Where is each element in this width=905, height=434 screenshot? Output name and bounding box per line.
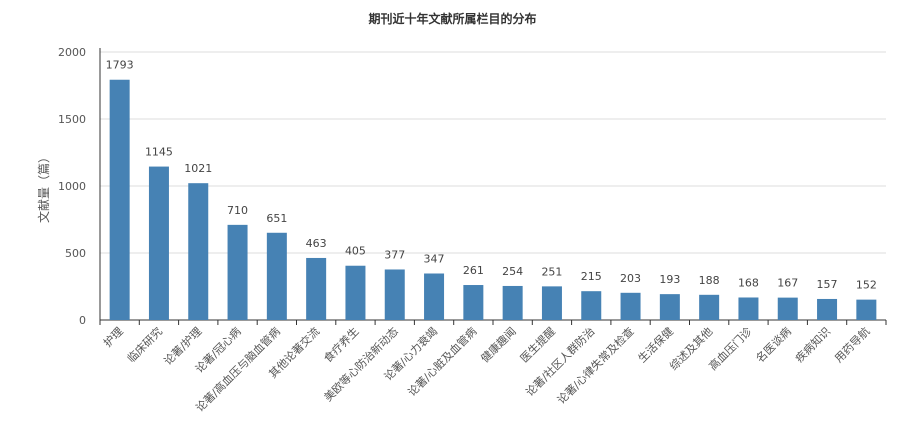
bar: [777, 297, 798, 320]
bar: [620, 292, 641, 320]
x-tick-label: 健康趣闻: [478, 324, 519, 365]
data-label: 651: [266, 212, 287, 225]
bar: [659, 294, 680, 320]
data-label: 710: [227, 204, 248, 217]
data-label: 261: [463, 264, 484, 277]
data-label: 167: [777, 277, 798, 290]
bar: [817, 298, 838, 320]
bar: [188, 183, 209, 320]
bar: [541, 286, 562, 320]
y-tick-label: 2000: [58, 46, 86, 59]
bar: [424, 273, 445, 320]
data-label: 215: [581, 270, 602, 283]
bar: [581, 291, 602, 320]
data-label: 347: [424, 253, 445, 266]
x-tick-label: 食疗养生: [321, 324, 362, 365]
bar: [227, 224, 248, 320]
bar: [345, 265, 366, 320]
x-tick-label: 论著/心脏及血管病: [405, 324, 480, 399]
bar: [306, 257, 327, 320]
data-label: 152: [856, 279, 877, 292]
y-tick-label: 1000: [58, 180, 86, 193]
x-tick-label: 护理: [100, 324, 125, 349]
bar: [738, 297, 759, 320]
bar: [109, 79, 130, 320]
x-tick-label: 生活保健: [635, 324, 676, 365]
bar: [856, 299, 877, 320]
data-label: 1793: [106, 59, 134, 72]
bar: [148, 166, 169, 320]
data-label: 463: [306, 237, 327, 250]
x-tick-label: 美欧等心防治新动态: [321, 324, 401, 404]
bars: [109, 79, 877, 320]
bar: [463, 285, 484, 320]
data-label: 157: [817, 278, 838, 291]
x-tick-label: 疾病知识: [792, 324, 833, 365]
data-label: 1021: [184, 162, 212, 175]
x-tick-label: 论著/心律失常及检查: [554, 324, 637, 407]
data-label: 168: [738, 276, 759, 289]
x-tick-label: 临床研究: [124, 324, 165, 365]
y-tick-label: 500: [65, 247, 86, 260]
y-axis-label: 文献量（篇）: [36, 151, 51, 223]
y-tick-label: 1500: [58, 113, 86, 126]
bar: [502, 285, 523, 320]
data-label: 377: [384, 248, 405, 261]
data-label: 1145: [145, 146, 173, 159]
data-label: 254: [502, 265, 523, 278]
data-label: 188: [699, 274, 720, 287]
x-tick-label: 名医谈病: [753, 324, 794, 365]
data-label: 251: [541, 265, 562, 278]
x-tick-label: 高血压门诊: [706, 324, 755, 373]
gridlines: [100, 51, 886, 254]
labels: 05001000150020001793护理1145临床研究1021论著/护理7…: [58, 46, 877, 415]
bar: [266, 232, 287, 320]
x-tick-label: 论著/社区人群防治: [523, 324, 598, 399]
data-label: 203: [620, 272, 641, 285]
data-label: 193: [659, 273, 680, 286]
bar: [384, 269, 405, 320]
y-tick-label: 0: [79, 314, 86, 327]
x-tick-label: 用药导航: [831, 324, 872, 365]
x-tick-label: 医生提醒: [517, 324, 558, 365]
bar: [699, 294, 720, 320]
data-label: 405: [345, 245, 366, 258]
chart-title: 期刊近十年文献所属栏目的分布: [368, 12, 537, 26]
